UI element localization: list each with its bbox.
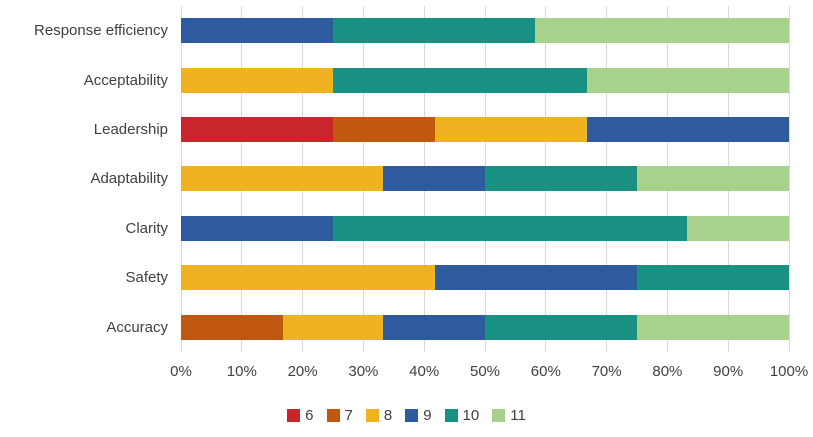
- legend-label: 8: [383, 407, 393, 424]
- category-axis: Response efficiency Acceptability Leadersh…: [0, 6, 168, 352]
- legend-swatch: [365, 409, 379, 422]
- x-tick-label: 90%: [713, 363, 744, 380]
- category-label: Response efficiency: [34, 22, 168, 40]
- bar-segment-score-8: [181, 166, 384, 192]
- x-tick-label: 80%: [652, 363, 683, 380]
- legend-swatch: [287, 409, 301, 422]
- legend-label: 11: [510, 407, 526, 424]
- legend-label: 7: [344, 407, 353, 424]
- legend-label: 10: [462, 407, 480, 424]
- legend-item: 11: [492, 407, 526, 424]
- bar-row: [181, 303, 789, 352]
- bar-segment-score-11: [586, 67, 789, 93]
- bar-segment-score-11: [636, 166, 789, 192]
- bar-segment-score-10: [333, 67, 587, 93]
- bar-row: [181, 105, 789, 154]
- legend-item: 10: [444, 407, 480, 424]
- x-tick-label: 60%: [530, 363, 561, 380]
- bar-segment-score-7: [333, 117, 435, 143]
- x-tick-label: 40%: [409, 363, 440, 380]
- bar-segment-score-11: [687, 215, 789, 241]
- legend-label: 9: [423, 407, 432, 424]
- x-tick-label: 50%: [469, 363, 501, 380]
- category-label: Acceptability: [83, 71, 168, 89]
- legend-item: 8: [365, 407, 393, 424]
- category-label: Accuracy: [106, 318, 168, 336]
- legend-swatch: [444, 409, 458, 422]
- gridline: [788, 6, 790, 352]
- stacked-bar: [181, 18, 789, 44]
- bar-segment-score-9: [383, 314, 485, 340]
- bar-segment-score-11: [636, 314, 789, 340]
- bar-segment-score-8: [181, 67, 333, 93]
- x-tick-label: 0%: [170, 363, 192, 380]
- stacked-bar: [181, 215, 789, 241]
- bar-segment-score-8: [181, 265, 435, 291]
- bar-segment-score-9: [181, 18, 333, 44]
- legend-swatch: [405, 409, 419, 422]
- stacked-bar: [181, 166, 789, 192]
- bar-row: [181, 6, 789, 55]
- legend-item: 7: [326, 407, 353, 424]
- legend-swatch: [492, 409, 506, 422]
- category-label: Leadership: [93, 121, 168, 139]
- bar-segment-score-9: [586, 117, 789, 143]
- bar-segment-score-10: [636, 265, 789, 291]
- bar-segment-score-8: [434, 117, 587, 143]
- bar-row: [181, 204, 789, 253]
- stacked-bar: [181, 314, 789, 340]
- legend: 6 7 8 9 10 11: [0, 407, 813, 424]
- x-axis: 0% 10% 20% 30% 40% 50% 60% 70% 80% 90% 100%: [170, 363, 808, 383]
- bar-rows: [181, 6, 789, 352]
- legend-item: 9: [405, 407, 432, 424]
- bar-row: [181, 253, 789, 302]
- category-label: Adaptability: [90, 170, 168, 188]
- bar-row: [181, 154, 789, 203]
- legend-swatch: [326, 409, 340, 422]
- legend-item: 6: [287, 407, 314, 424]
- bar-segment-score-10: [484, 314, 637, 340]
- bar-segment-score-8: [282, 314, 384, 340]
- bar-segment-score-6: [181, 117, 333, 143]
- bar-segment-score-7: [181, 314, 283, 340]
- category-label: Safety: [125, 269, 168, 287]
- x-tick-label: 10%: [226, 363, 257, 380]
- x-tick-label: 100%: [769, 363, 809, 380]
- bar-segment-score-9: [181, 215, 333, 241]
- plot-area: [180, 6, 790, 352]
- bar-segment-score-9: [383, 166, 485, 192]
- x-tick-label: 20%: [287, 363, 318, 380]
- bar-segment-score-10: [333, 215, 688, 241]
- legend-label: 6: [305, 407, 314, 424]
- bar-segment-score-10: [484, 166, 637, 192]
- x-tick-label: 30%: [348, 363, 379, 380]
- bar-row: [181, 55, 789, 104]
- category-label: Clarity: [125, 219, 168, 237]
- bar-segment-score-11: [535, 18, 789, 44]
- bar-segment-score-9: [434, 265, 637, 291]
- stacked-bar: [181, 67, 789, 93]
- x-tick-label: 70%: [591, 363, 622, 380]
- stacked-bar: [181, 265, 789, 291]
- stacked-bar: [181, 117, 789, 143]
- bar-segment-score-10: [333, 18, 536, 44]
